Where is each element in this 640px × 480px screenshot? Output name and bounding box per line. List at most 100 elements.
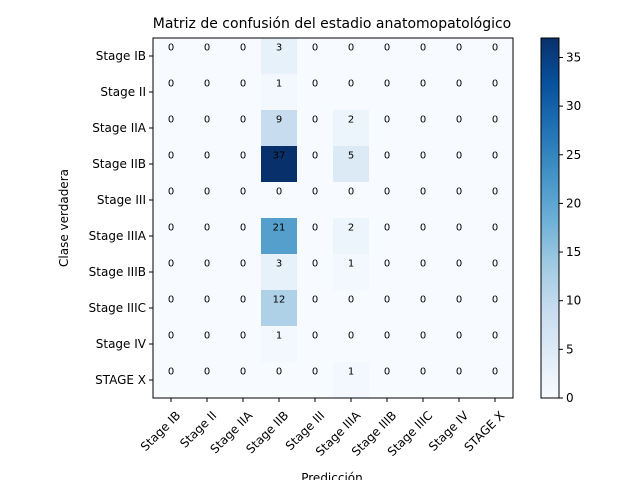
heatmap-cell [477, 38, 514, 75]
colorbar-tick-label: 35 [566, 50, 581, 64]
heatmap-cell [405, 362, 442, 399]
cell-value-label: 0 [240, 79, 246, 90]
cell-value-label: 0 [168, 223, 174, 234]
heatmap-cell [261, 326, 298, 363]
heatmap-cell [153, 182, 190, 219]
heatmap-cell [369, 254, 406, 291]
heatmap-cell [333, 326, 370, 363]
cell-value-label: 0 [204, 295, 210, 306]
heatmap-cell [441, 38, 478, 75]
cell-value-label: 0 [420, 223, 426, 234]
cell-value-label: 0 [312, 187, 318, 198]
heatmap-cell [441, 290, 478, 327]
heatmap-cell [477, 182, 514, 219]
cell-value-label: 0 [240, 295, 246, 306]
cell-value-label: 0 [456, 367, 462, 378]
cell-value-label: 5 [348, 151, 354, 162]
cell-value-label: 0 [312, 367, 318, 378]
cell-value-label: 0 [204, 187, 210, 198]
heatmap-cell [261, 182, 298, 219]
heatmap-cell [333, 110, 370, 147]
cell-value-label: 0 [456, 115, 462, 126]
cell-value-label: 0 [456, 43, 462, 54]
cell-value-label: 9 [276, 115, 282, 126]
heatmap-cell [153, 38, 190, 75]
y-axis-label: Clase verdadera [57, 169, 71, 267]
cell-value-label: 0 [348, 43, 354, 54]
cell-value-label: 37 [273, 151, 286, 162]
cell-value-label: 0 [348, 295, 354, 306]
heatmap-cell [441, 110, 478, 147]
colorbar-tick-label: 15 [566, 245, 581, 259]
colorbar-tick-label: 5 [566, 342, 574, 356]
cell-value-label: 1 [348, 367, 354, 378]
cell-value-label: 0 [492, 295, 498, 306]
cell-value-label: 0 [384, 115, 390, 126]
heatmap-cell [369, 218, 406, 255]
cell-value-label: 0 [168, 115, 174, 126]
y-tick-label: Stage IIIC [89, 301, 147, 315]
heatmap-cell [441, 362, 478, 399]
cell-value-label: 0 [168, 151, 174, 162]
cell-value-label: 0 [420, 259, 426, 270]
cell-value-label: 0 [420, 187, 426, 198]
heatmap-cell [261, 218, 298, 255]
heatmap-cell [333, 362, 370, 399]
heatmap-cell [297, 110, 334, 147]
y-tick-label: STAGE X [95, 373, 146, 387]
cell-value-label: 12 [273, 295, 286, 306]
cell-value-label: 0 [492, 115, 498, 126]
heatmap-cell [369, 38, 406, 75]
heatmap-cell [189, 218, 226, 255]
cell-value-label: 0 [312, 151, 318, 162]
cell-value-label: 0 [240, 43, 246, 54]
heatmap-cell [297, 326, 334, 363]
cell-value-label: 0 [456, 259, 462, 270]
cell-value-label: 0 [276, 367, 282, 378]
heatmap-cell [477, 362, 514, 399]
heatmap-cell [369, 290, 406, 327]
cell-value-label: 0 [384, 187, 390, 198]
cell-value-label: 0 [348, 331, 354, 342]
cell-value-label: 0 [240, 367, 246, 378]
cell-value-label: 0 [312, 79, 318, 90]
cell-value-label: 0 [240, 331, 246, 342]
heatmap-cell [153, 74, 190, 111]
cell-value-label: 0 [312, 115, 318, 126]
cell-value-label: 0 [168, 367, 174, 378]
cell-value-label: 0 [312, 331, 318, 342]
cell-value-label: 0 [204, 331, 210, 342]
heatmap-cell [333, 38, 370, 75]
y-tick-label: Stage IIIB [89, 265, 146, 279]
heatmap-cell [189, 146, 226, 183]
heatmap-cell [405, 218, 442, 255]
heatmap-cell [441, 218, 478, 255]
heatmap-cell [369, 74, 406, 111]
heatmap-cell [405, 182, 442, 219]
cell-value-label: 0 [348, 187, 354, 198]
heatmap-cell [333, 218, 370, 255]
cell-value-label: 0 [420, 295, 426, 306]
cell-value-label: 21 [273, 223, 286, 234]
cell-value-label: 0 [312, 223, 318, 234]
heatmap-cell [261, 254, 298, 291]
heatmap-cell [477, 254, 514, 291]
heatmap-cell [261, 146, 298, 183]
heatmap-cell [297, 218, 334, 255]
heatmap-cell [477, 290, 514, 327]
chart-title: Matriz de confusión del estadio anatomop… [153, 16, 511, 32]
heatmap-cell [333, 146, 370, 183]
cell-value-label: 0 [312, 259, 318, 270]
heatmap-cell [477, 110, 514, 147]
cell-value-label: 0 [420, 43, 426, 54]
heatmap-cell-labels: 0 0 0 3 0 0 0 0 0 0 0 0 0 1 0 0 0 0 0 0 0 0 0 9 0 2 0 0 0 0 0 0 0 37 0 5 0 0 0… [168, 43, 498, 378]
cell-value-label: 0 [420, 367, 426, 378]
heatmap-cell [441, 254, 478, 291]
cell-value-label: 1 [276, 79, 282, 90]
cell-value-label: 0 [456, 151, 462, 162]
heatmap-cell [261, 290, 298, 327]
heatmap-cell [261, 362, 298, 399]
cell-value-label: 0 [168, 331, 174, 342]
heatmap-cell [225, 182, 262, 219]
heatmap-cell [477, 218, 514, 255]
